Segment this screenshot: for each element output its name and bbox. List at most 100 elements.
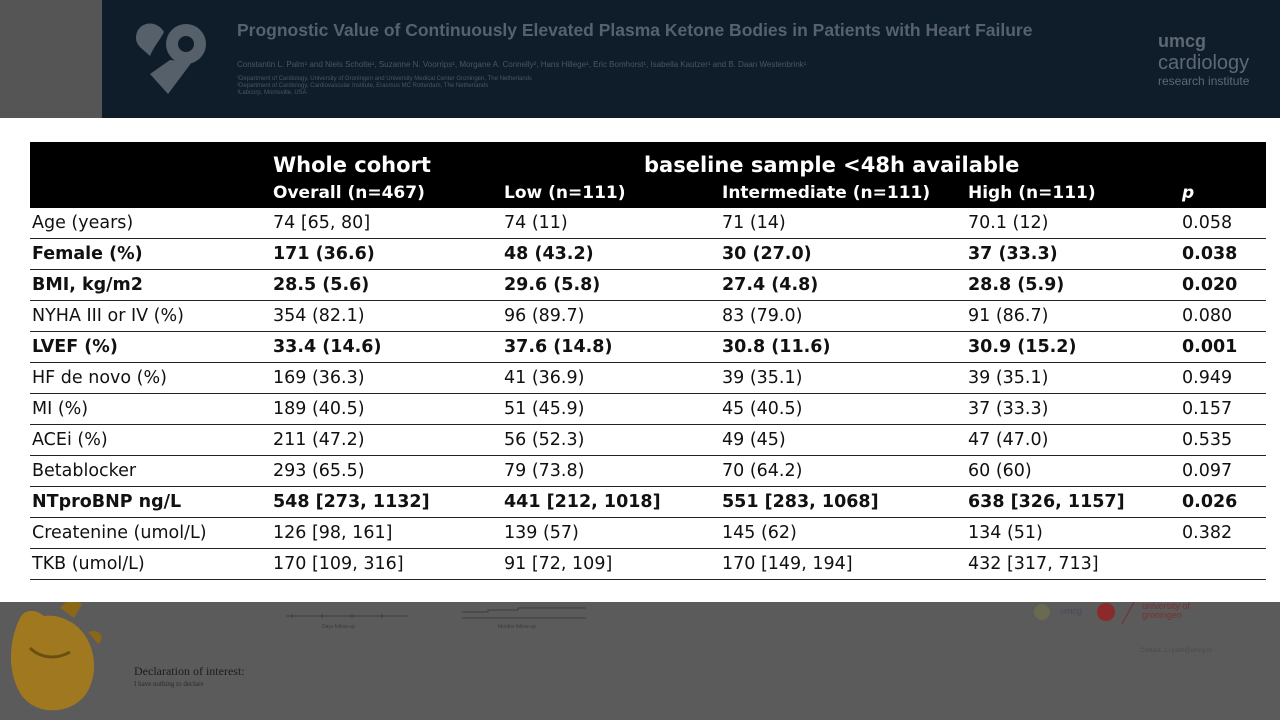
table-row: HF de novo (%) 169 (36.3) 41 (36.9) 39 (35.…	[30, 362, 1266, 394]
cell-p-value: 0.026	[1182, 486, 1266, 518]
heart-logo-icon	[136, 23, 206, 94]
row-label: Betablocker	[30, 455, 273, 487]
row-label: MI (%)	[30, 393, 273, 425]
poster-bottom	[0, 602, 1280, 720]
cell-p-value: 0.020	[1182, 269, 1266, 301]
cell-p-value: 0.058	[1182, 208, 1266, 239]
chart-axis-label: Days follow-up	[322, 624, 355, 630]
cell-intermediate: 145 (62)	[722, 517, 968, 549]
cell-intermediate: 30.8 (11.6)	[722, 331, 968, 363]
cell-low: 74 (11)	[504, 208, 722, 239]
cell-overall: 169 (36.3)	[273, 362, 504, 394]
cell-intermediate: 45 (40.5)	[722, 393, 968, 425]
cell-intermediate: 83 (79.0)	[722, 300, 968, 332]
header-empty-cell	[1182, 142, 1266, 177]
table-column-header-row: Overall (n=467) Low (n=111) Intermediate…	[30, 177, 1266, 208]
affiliation-line: ¹Department of Cardiology, University of…	[237, 76, 532, 82]
row-label: HF de novo (%)	[30, 362, 273, 394]
cell-overall: 189 (40.5)	[273, 393, 504, 425]
cell-intermediate: 27.4 (4.8)	[722, 269, 968, 301]
table-row: MI (%) 189 (40.5) 51 (45.9) 45 (40.5) 37 (3…	[30, 393, 1266, 425]
cell-p-value	[1182, 548, 1266, 580]
cell-high: 60 (60)	[968, 455, 1182, 487]
cell-p-value: 0.001	[1182, 331, 1266, 363]
brand-line: research institute	[1158, 74, 1250, 88]
row-label: Createnine (umol/L)	[30, 517, 273, 549]
cell-low: 441 [212, 1018]	[504, 486, 722, 518]
table-row: Betablocker 293 (65.5) 79 (73.8) 70 (64.2) 6…	[30, 455, 1266, 487]
table-row: ACEi (%) 211 (47.2) 56 (52.3) 49 (45) 47 (4…	[30, 424, 1266, 456]
cell-p-value: 0.097	[1182, 455, 1266, 487]
brand-line: umcg	[1158, 31, 1207, 51]
umcg-brand: umcg cardiology research institute	[1158, 30, 1249, 88]
column-header-p: p	[1182, 177, 1266, 208]
row-label: NYHA III or IV (%)	[30, 300, 273, 332]
table-row: Createnine (umol/L) 126 [98, 161] 139 (57)…	[30, 517, 1266, 549]
table-group-header-row: Whole cohort baseline sample <48h availa…	[30, 142, 1266, 177]
cell-high: 37 (33.3)	[968, 238, 1182, 270]
cell-low: 96 (89.7)	[504, 300, 722, 332]
affiliation-line: ²Department of Cardiology, Cardiovascula…	[237, 83, 489, 89]
row-label: NTproBNP ng/L	[30, 486, 273, 518]
cell-intermediate: 70 (64.2)	[722, 455, 968, 487]
poster-header: Prognostic Value of Continuously Elevate…	[0, 0, 1280, 118]
cell-low: 56 (52.3)	[504, 424, 722, 456]
heart-illustration-icon	[10, 598, 102, 711]
university-logo-text: university of groningen	[1142, 601, 1191, 620]
baseline-characteristics-table: Whole cohort baseline sample <48h availa…	[30, 142, 1266, 580]
brand-line: cardiology	[1158, 52, 1250, 74]
poster-authors: Constantin L. Palm¹ and Niels Scholte¹, …	[237, 60, 807, 69]
table-row: Female (%) 171 (36.6) 48 (43.2) 30 (27.0) 37…	[30, 238, 1266, 270]
survival-chart-left-icon	[286, 614, 408, 618]
cell-overall: 354 (82.1)	[273, 300, 504, 332]
column-header-low: Low (n=111)	[504, 177, 722, 208]
cell-high: 28.8 (5.9)	[968, 269, 1182, 301]
row-label: ACEi (%)	[30, 424, 273, 456]
cell-intermediate: 170 [149, 194]	[722, 548, 968, 580]
declaration-text: I have nothing to declare	[134, 680, 204, 688]
table-row: BMI, kg/m2 28.5 (5.6) 29.6 (5.8) 27.4 (4.8)…	[30, 269, 1266, 301]
cell-low: 48 (43.2)	[504, 238, 722, 270]
column-header-overall: Overall (n=467)	[273, 177, 504, 208]
survival-chart-right-icon	[462, 607, 586, 619]
cell-overall: 33.4 (14.6)	[273, 331, 504, 363]
cell-low: 37.6 (14.8)	[504, 331, 722, 363]
cell-high: 432 [317, 713]	[968, 548, 1182, 580]
cell-p-value: 0.157	[1182, 393, 1266, 425]
cell-p-value: 0.535	[1182, 424, 1266, 456]
cell-intermediate: 551 [283, 1068]	[722, 486, 968, 518]
cell-intermediate: 39 (35.1)	[722, 362, 968, 394]
table-row: TKB (umol/L) 170 [109, 316] 91 [72, 109] 17…	[30, 548, 1266, 580]
cell-high: 70.1 (12)	[968, 208, 1182, 239]
cell-overall: 126 [98, 161]	[273, 517, 504, 549]
university-logos-icon	[1034, 601, 1135, 625]
cell-low: 51 (45.9)	[504, 393, 722, 425]
column-header	[30, 177, 273, 208]
table-body: Age (years) 74 [65, 80] 74 (11) 71 (14) 70.1…	[30, 208, 1266, 580]
cell-low: 29.6 (5.8)	[504, 269, 722, 301]
poster-affiliations: ¹Department of Cardiology, University of…	[237, 76, 737, 97]
cell-overall: 293 (65.5)	[273, 455, 504, 487]
poster-title: Prognostic Value of Continuously Elevate…	[237, 20, 1033, 40]
cell-overall: 211 (47.2)	[273, 424, 504, 456]
cell-p-value: 0.382	[1182, 517, 1266, 549]
cell-p-value: 0.038	[1182, 238, 1266, 270]
column-header-high: High (n=111)	[968, 177, 1182, 208]
cell-overall: 548 [273, 1132]	[273, 486, 504, 518]
cell-high: 134 (51)	[968, 517, 1182, 549]
cell-overall: 171 (36.6)	[273, 238, 504, 270]
cell-low: 91 [72, 109]	[504, 548, 722, 580]
column-header-intermediate: Intermediate (n=111)	[722, 177, 968, 208]
cell-low: 79 (73.8)	[504, 455, 722, 487]
cell-high: 30.9 (15.2)	[968, 331, 1182, 363]
cell-overall: 170 [109, 316]	[273, 548, 504, 580]
cell-p-value: 0.949	[1182, 362, 1266, 394]
cell-low: 41 (36.9)	[504, 362, 722, 394]
header-empty-cell	[30, 142, 273, 177]
cell-p-value: 0.080	[1182, 300, 1266, 332]
table-row: NTproBNP ng/L 548 [273, 1132] 441 [212, 10…	[30, 486, 1266, 518]
cell-high: 37 (33.3)	[968, 393, 1182, 425]
umcg-logo-text: umcg	[1060, 606, 1083, 616]
affiliation-line: ³Labcorp, Morrisville, USA	[237, 90, 307, 96]
row-label: BMI, kg/m2	[30, 269, 273, 301]
